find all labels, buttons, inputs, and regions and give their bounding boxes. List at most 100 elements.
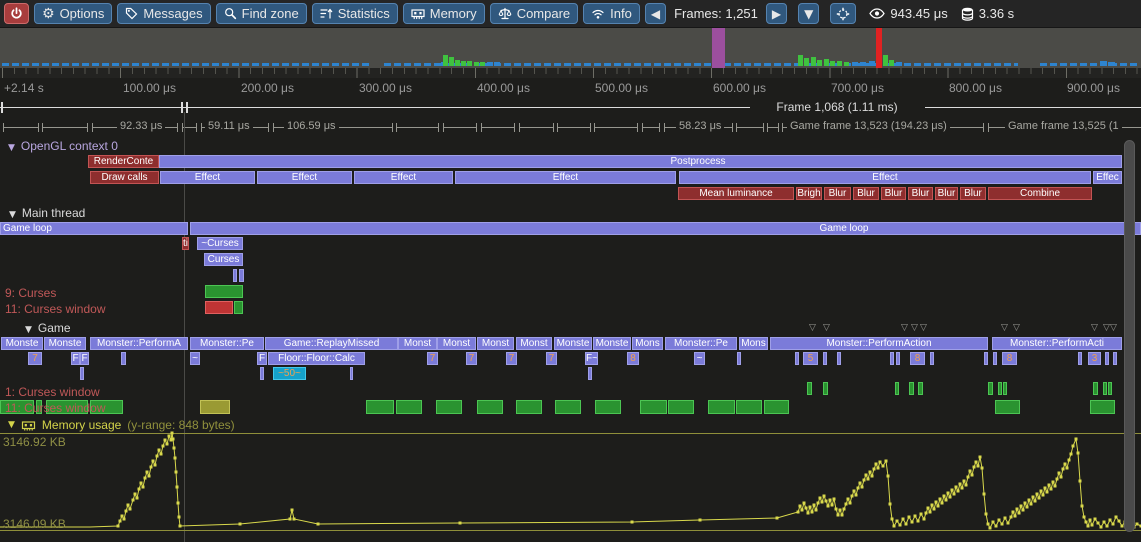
messages-button[interactable]: Messages	[117, 3, 211, 24]
zone-bar[interactable]: 7	[466, 352, 477, 365]
zone-bar[interactable]	[595, 400, 621, 414]
vertical-scrollbar[interactable]	[1124, 140, 1135, 532]
zone-bar[interactable]	[1003, 382, 1007, 395]
zone-bar[interactable]: 7	[506, 352, 517, 365]
zone-bar[interactable]	[890, 352, 894, 365]
zone-bar[interactable]: Curses	[204, 253, 243, 266]
zone-bar[interactable]	[588, 367, 592, 380]
frame-bar[interactable]	[712, 28, 725, 68]
zone-bar[interactable]	[807, 382, 812, 395]
zone-bar[interactable]	[36, 400, 42, 414]
zone-bar[interactable]	[200, 400, 230, 414]
message-marker-icon[interactable]: ▽	[1091, 323, 1098, 333]
find-zone-button[interactable]: Find zone	[215, 3, 307, 24]
zone-bar[interactable]	[436, 400, 462, 414]
zone-bar[interactable]: 7	[427, 352, 438, 365]
zone-bar[interactable]	[516, 400, 542, 414]
zone-bar[interactable]	[640, 400, 667, 414]
zone-bar[interactable]	[396, 400, 422, 414]
zone-bar[interactable]: Blur	[853, 187, 879, 200]
zone-bar[interactable]: ~Curses	[197, 237, 243, 250]
zone-bar[interactable]: RenderConte	[88, 155, 159, 168]
zone-bar[interactable]	[708, 400, 735, 414]
zone-bar[interactable]	[1113, 352, 1117, 365]
zone-bar[interactable]	[350, 367, 353, 380]
zone-bar[interactable]: Monst	[477, 337, 514, 350]
zone-bar[interactable]	[366, 400, 394, 414]
info-button[interactable]: Info	[583, 3, 640, 24]
frame-bar[interactable]	[1100, 61, 1107, 66]
zone-bar[interactable]	[993, 352, 997, 365]
zone-bar[interactable]: Monste	[1, 337, 43, 350]
frame-bar[interactable]	[461, 61, 466, 66]
zone-bar[interactable]: Monste	[554, 337, 592, 350]
zone-bar[interactable]: Monster::Pe	[190, 337, 264, 350]
message-marker-icon[interactable]: ▽	[1103, 323, 1110, 333]
zone-bar[interactable]: Monster::PerformActi	[992, 337, 1122, 350]
memory-section-header[interactable]: ▼ Memory usage (y-range: 848 bytes)	[8, 418, 235, 432]
frame-bar[interactable]	[896, 62, 902, 66]
zone-bar[interactable]: Blur	[935, 187, 958, 200]
frame-bar[interactable]	[817, 60, 822, 66]
frame-bar[interactable]	[449, 57, 454, 66]
zone-bar[interactable]: Monste	[44, 337, 86, 350]
zone-bar[interactable]: 3	[1088, 352, 1101, 365]
zone-bar[interactable]: Mons	[632, 337, 663, 350]
zone-bar[interactable]: ti	[182, 237, 189, 250]
message-marker-icon[interactable]: ▽	[1001, 323, 1008, 333]
zone-bar[interactable]	[930, 352, 934, 365]
zone-bar[interactable]: Effec	[1093, 171, 1122, 184]
zone-bar[interactable]: Effect	[257, 171, 352, 184]
frame-bar[interactable]	[443, 55, 448, 66]
compare-button[interactable]: Compare	[489, 3, 579, 24]
zone-bar[interactable]: F	[80, 352, 89, 365]
memory-button[interactable]: Memory	[402, 3, 485, 24]
zone-bar[interactable]	[823, 352, 827, 365]
zone-bar[interactable]	[260, 367, 264, 380]
zone-bar[interactable]	[918, 382, 923, 395]
zone-bar[interactable]: Monst	[437, 337, 476, 350]
statistics-button[interactable]: Statistics	[311, 3, 398, 24]
zone-bar[interactable]	[736, 400, 762, 414]
zone-bar[interactable]: F	[257, 352, 267, 365]
frame-bar[interactable]	[480, 62, 485, 66]
message-marker-icon[interactable]: ▽	[911, 323, 918, 333]
zone-bar[interactable]	[1103, 382, 1107, 395]
zone-bar[interactable]	[668, 400, 694, 414]
zone-bar[interactable]: Effect	[160, 171, 255, 184]
zone-bar[interactable]	[1105, 352, 1109, 365]
zone-bar[interactable]: F	[71, 352, 80, 365]
frame-bar[interactable]	[837, 61, 842, 66]
zone-bar[interactable]	[896, 352, 900, 365]
zone-bar[interactable]: Game loop	[0, 222, 188, 235]
frame-bar[interactable]	[1108, 62, 1115, 66]
zone-bar[interactable]: Blur	[908, 187, 933, 200]
message-marker-icon[interactable]: ▽	[823, 323, 830, 333]
options-button[interactable]: ⚙ Options	[34, 3, 113, 24]
zone-bar[interactable]	[1078, 352, 1082, 365]
frame-bar[interactable]	[804, 58, 809, 66]
zone-bar[interactable]: Monster::PerformA	[90, 337, 188, 350]
zone-bar[interactable]: 8	[627, 352, 639, 365]
zone-bar[interactable]	[1108, 382, 1112, 395]
frame-bar[interactable]	[889, 60, 894, 66]
zone-bar[interactable]: Effect	[455, 171, 676, 184]
zone-bar[interactable]: Blur	[881, 187, 906, 200]
zone-bar[interactable]	[121, 352, 126, 365]
zone-bar[interactable]: Effect	[679, 171, 1091, 184]
zone-bar[interactable]: Draw calls	[90, 171, 159, 184]
zone-bar[interactable]	[205, 301, 233, 314]
zone-bar[interactable]	[823, 382, 828, 395]
frame-bar[interactable]	[494, 62, 500, 66]
frame-bar[interactable]	[811, 57, 816, 66]
next-frame-button[interactable]: ▶	[765, 3, 788, 24]
zone-bar[interactable]: 5	[803, 352, 818, 365]
zone-bar[interactable]	[764, 400, 789, 414]
zone-bar[interactable]: 8	[910, 352, 925, 365]
zone-bar[interactable]: Mean luminance	[678, 187, 794, 200]
collapse-frames-button[interactable]: ▼	[798, 3, 820, 24]
zone-bar[interactable]: ~	[694, 352, 705, 365]
message-marker-icon[interactable]: ▽	[920, 323, 927, 333]
zone-bar[interactable]: 7	[28, 352, 42, 365]
prev-frame-button[interactable]: ◀	[644, 3, 667, 24]
